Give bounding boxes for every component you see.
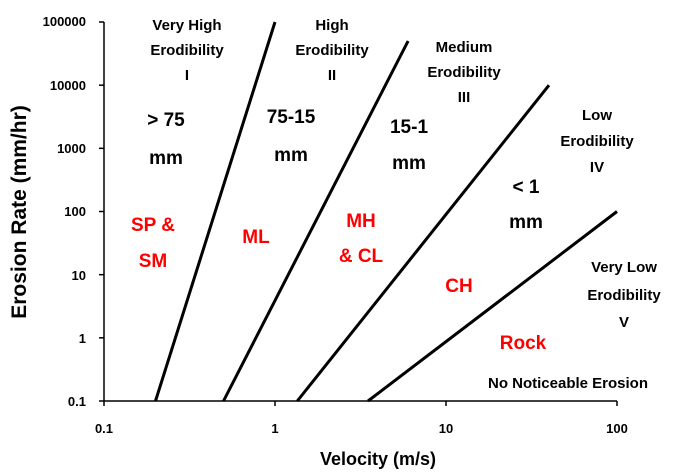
zone-label-line: V — [619, 314, 629, 331]
y-tick-label: 100 — [64, 204, 86, 219]
soil-label-line: CH — [445, 276, 472, 297]
grain-size-line: < 1 — [513, 177, 540, 198]
grain-size-line: mm — [274, 145, 308, 166]
zone-label-line: Erodibility — [295, 42, 369, 59]
zone-label-line: I — [185, 67, 189, 84]
soil-label-line: ML — [242, 227, 270, 248]
y-tick-label: 0.1 — [68, 394, 86, 409]
zone-label-line: Very High — [152, 17, 221, 34]
grain-size-label-15-1: 15-1 mm — [390, 117, 428, 174]
zone-label-line: Very Low — [591, 259, 657, 276]
zone-label-line: Erodibility — [150, 42, 224, 59]
no-erosion-note: No Noticeable Erosion — [488, 375, 648, 392]
grain-size-label-75-15: 75-15 mm — [267, 107, 316, 166]
zone-label-line: IV — [590, 159, 604, 176]
x-tick-label: 10 — [439, 421, 453, 436]
x-tick-marks — [103, 401, 618, 406]
zone-label-low: Low Erodibility IV — [560, 107, 634, 176]
y-tick-label: 10 — [72, 268, 86, 283]
boundary-line-2 — [222, 40, 410, 402]
soil-label-line: SP & — [131, 215, 175, 236]
zone-label-very-low: Very Low Erodibility V — [587, 259, 661, 331]
grain-size-line: > 75 — [147, 110, 185, 131]
zone-label-line: Erodibility — [560, 133, 634, 150]
x-axis-title: Velocity (m/s) — [320, 449, 436, 469]
grain-size-line: mm — [509, 212, 543, 233]
zone-label-line: Erodibility — [587, 287, 661, 304]
zone-label-high: High Erodibility II — [295, 17, 369, 84]
grain-size-line: mm — [149, 148, 183, 169]
series-lines — [154, 21, 618, 403]
zone-label-line: High — [315, 17, 348, 34]
y-tick-marks — [99, 21, 104, 402]
zone-label-line: III — [458, 89, 471, 106]
x-tick-label: 100 — [606, 421, 628, 436]
boundary-line-4 — [367, 210, 618, 403]
soil-label-line: MH — [346, 211, 376, 232]
soil-label-line: SM — [139, 251, 168, 272]
boundary-line-3 — [296, 84, 551, 402]
grain-size-line: 15-1 — [390, 117, 428, 138]
y-axis-title: Erosion Rate (mm/hr) — [8, 105, 31, 319]
soil-label-line: & CL — [339, 246, 384, 267]
x-tick-label: 0.1 — [95, 421, 113, 436]
y-tick-label: 1000 — [57, 141, 86, 156]
y-tick-label: 10000 — [50, 78, 86, 93]
zone-label-very-high: Very High Erodibility I — [150, 17, 224, 84]
x-tick-label: 1 — [271, 421, 278, 436]
grain-size-label-lt1: < 1 mm — [509, 177, 543, 233]
zone-label-line: Medium — [436, 39, 493, 56]
soil-type-labels: SP & SM ML MH & CL CH Rock — [131, 211, 547, 354]
grain-size-label-gt75: > 75 mm — [147, 110, 185, 169]
y-tick-label: 1 — [79, 331, 86, 346]
zone-label-medium: Medium Erodibility III — [427, 39, 501, 106]
soil-label-line: Rock — [500, 333, 547, 354]
zone-label-line: Erodibility — [427, 64, 501, 81]
zone-label-line: II — [328, 67, 336, 84]
erodibility-zone-labels: Very High Erodibility I High Erodibility… — [150, 17, 661, 331]
grain-size-line: 75-15 — [267, 107, 316, 128]
zone-label-line: Low — [582, 107, 612, 124]
y-tick-labels: 100000 10000 1000 100 10 1 0.1 — [43, 14, 86, 409]
plot-area — [99, 21, 618, 406]
grain-size-labels: > 75 mm 75-15 mm 15-1 mm < 1 mm — [147, 107, 543, 233]
y-tick-label: 100000 — [43, 14, 86, 29]
boundary-line-1 — [154, 21, 277, 402]
grain-size-line: mm — [392, 153, 426, 174]
x-tick-labels: 0.1 1 10 100 — [95, 421, 628, 436]
